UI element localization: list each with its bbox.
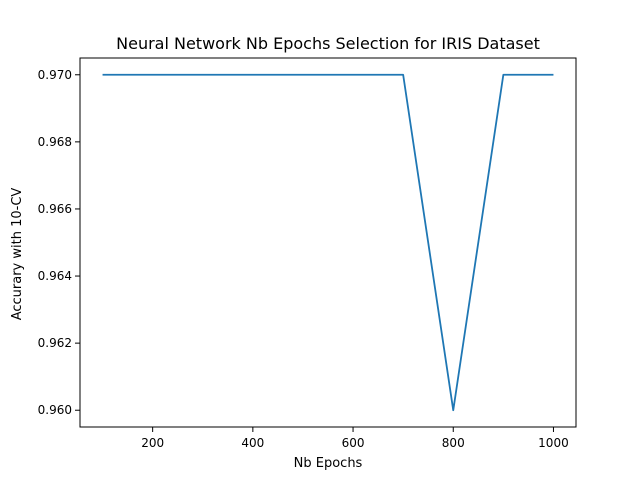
- x-tick-label: 600: [342, 436, 365, 450]
- plot-area: 200 400 600 800 1000 0.960 0.962 0.964 0.966 0.96…: [38, 57, 577, 450]
- x-axis-label: Nb Epochs: [294, 456, 363, 471]
- x-tick-label: 1000: [538, 436, 569, 450]
- y-tick-label: 0.968: [38, 135, 72, 149]
- series-line-0: [102, 73, 554, 412]
- x-tick-label: 200: [141, 436, 164, 450]
- y-tick-label: 0.966: [38, 202, 72, 216]
- y-axis-label: Accurary with 10-CV: [10, 188, 25, 321]
- x-tick-label: 400: [241, 436, 264, 450]
- y-tick-label: 0.970: [38, 68, 72, 82]
- y-tick-label: 0.962: [38, 336, 72, 350]
- x-tick-label: 800: [442, 436, 465, 450]
- axes-frame: [79, 57, 577, 428]
- chart-title: Neural Network Nb Epochs Selection for I…: [116, 34, 540, 53]
- y-tick-label: 0.964: [38, 269, 72, 283]
- y-tick-label: 0.960: [38, 403, 72, 417]
